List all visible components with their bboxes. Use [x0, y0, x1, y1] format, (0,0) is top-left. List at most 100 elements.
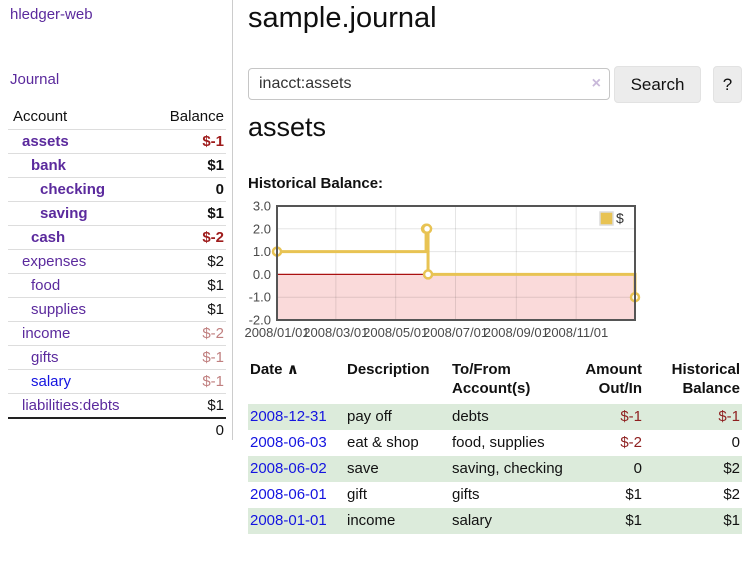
register-header-balance: Historical Balance [671, 361, 740, 397]
transaction-accounts: saving, checking [452, 460, 563, 477]
help-button[interactable]: ? [713, 66, 742, 103]
page-title: sample.journal [248, 2, 437, 34]
accounts-table-header: Account Balance [8, 106, 226, 129]
y-tick-label: -2.0 [249, 313, 271, 328]
legend-swatch [599, 211, 614, 226]
transaction-amount: $1 [625, 512, 642, 529]
brand-link[interactable]: hledger-web [10, 6, 93, 23]
x-tick-label: 2008/05/01 [363, 325, 428, 340]
data-point [422, 269, 434, 280]
y-tick-label: 2.0 [253, 221, 271, 236]
register-header-description: Description [347, 361, 430, 378]
date-header-label: Date [250, 361, 283, 378]
account-link[interactable]: salary [31, 373, 72, 390]
plot-border [276, 205, 636, 321]
register-header-account: To/From Account(s) [452, 361, 531, 397]
historical-balance-chart[interactable]: $3.0 2.0 1.0 0.0 -1.0 -2.0 2008/01/01 2008/03/0… [244, 198, 742, 344]
x-tick-label: 2008/03/01 [303, 325, 368, 340]
account-link[interactable]: bank [31, 157, 67, 174]
transaction-amount: $1 [625, 486, 642, 503]
account-link[interactable]: cash [31, 229, 66, 246]
search-input-wrap: × [248, 68, 610, 100]
chart-legend: $ [598, 210, 631, 228]
account-balance: $1 [207, 397, 224, 414]
account-row: bank $1 [8, 153, 226, 177]
account-row: supplies $1 [8, 297, 226, 321]
transaction-description: save [347, 460, 379, 477]
account-row: saving $1 [8, 201, 226, 225]
transaction-accounts: food, supplies [452, 434, 545, 451]
clear-search-icon[interactable]: × [591, 75, 601, 92]
account-balance: $2 [207, 253, 224, 270]
y-tick-label: 0.0 [253, 267, 271, 282]
chart-canvas[interactable]: $3.0 2.0 1.0 0.0 -1.0 -2.02008/01/012008/03/0… [244, 198, 742, 344]
register-row: 2008-06-02 save saving, checking 0 $2 [248, 456, 742, 482]
chart-title: Historical Balance: [248, 175, 384, 192]
account-balance: $-1 [202, 349, 224, 366]
account-row: checking 0 [8, 177, 226, 201]
accounts-rows: assets $-1 bank $1 checking 0 saving $1 cash $-2 e… [8, 129, 226, 417]
transaction-date-link[interactable]: 2008-06-03 [250, 434, 327, 451]
register-row: 2008-06-03 eat & shop food, supplies $-2 0 [248, 430, 742, 456]
sidebar-item-journal[interactable]: Journal [10, 71, 60, 88]
register-row: 2008-12-31 pay off debts $-1 $-1 [248, 404, 742, 430]
account-balance: $1 [207, 301, 224, 318]
account-link[interactable]: assets [22, 133, 69, 150]
x-tick-label: 2008/11/01 [544, 325, 608, 340]
account-link[interactable]: food [31, 277, 61, 294]
account-link[interactable]: supplies [31, 301, 87, 318]
date-sort-link[interactable]: Date ∧ [250, 361, 299, 378]
transaction-date-link[interactable]: 2008-12-31 [250, 408, 327, 425]
x-tick-label: 2008/07/01 [423, 325, 488, 340]
register-rows: 2008-12-31 pay off debts $-1 $-1 2008-06-03 ea… [248, 404, 742, 534]
account-balance: $-2 [202, 229, 224, 246]
account-row: assets $-1 [8, 129, 226, 153]
search-button[interactable]: Search [614, 66, 701, 103]
account-row: liabilities:debts $1 [8, 393, 226, 417]
transaction-date-link[interactable]: 2008-01-01 [250, 512, 327, 529]
data-point [421, 223, 433, 235]
transaction-description: eat & shop [347, 434, 419, 451]
search-input[interactable] [248, 68, 610, 100]
y-tick-label: 3.0 [253, 199, 271, 214]
account-row: income $-2 [8, 321, 226, 345]
search-form: × Search ? [248, 66, 742, 104]
account-row: salary $-1 [8, 369, 226, 393]
accounts-total-row: 0 [8, 417, 226, 442]
transaction-description: income [347, 512, 396, 529]
account-balance: 0 [215, 181, 224, 198]
transaction-date-link[interactable]: 2008-06-01 [250, 486, 327, 503]
x-tick-label: 2008/09/01 [484, 325, 549, 340]
account-row: gifts $-1 [8, 345, 226, 369]
account-link[interactable]: saving [40, 205, 88, 222]
account-balance: $1 [207, 157, 224, 174]
transaction-accounts: debts [452, 408, 489, 425]
account-balance: $-2 [202, 325, 224, 342]
transaction-description: gift [347, 486, 368, 503]
transaction-balance: 0 [731, 434, 740, 451]
account-link[interactable]: liabilities:debts [22, 397, 120, 414]
transaction-balance: $-1 [718, 408, 740, 425]
transaction-date-link[interactable]: 2008-06-02 [250, 460, 327, 477]
account-link[interactable]: expenses [22, 253, 87, 270]
accounts-table: Account Balance assets $-1 bank $1 checking 0… [8, 106, 226, 442]
transaction-accounts: gifts [452, 486, 480, 503]
transaction-balance: $2 [723, 486, 740, 503]
account-balance: $1 [207, 205, 224, 222]
register-header-amount: Amount Out/In [585, 361, 642, 397]
account-row: expenses $2 [8, 249, 226, 273]
register-row: 2008-01-01 income salary $1 $1 [248, 508, 742, 534]
accounts-header-balance: Balance [169, 108, 224, 125]
account-balance: $-1 [202, 373, 224, 390]
transaction-amount: 0 [633, 460, 642, 477]
section-heading: assets [248, 112, 327, 142]
sidebar: hledger-web Journal Account Balance asse… [0, 0, 233, 440]
register-header-row: Date ∧ Description To/From Account(s) Am… [248, 358, 742, 404]
account-link[interactable]: income [22, 325, 71, 342]
accounts-header-account: Account [13, 108, 68, 125]
register-table: Date ∧ Description To/From Account(s) Am… [248, 358, 742, 534]
account-row: food $1 [8, 273, 226, 297]
transaction-amount: $-2 [620, 434, 642, 451]
account-link[interactable]: checking [40, 181, 106, 198]
account-link[interactable]: gifts [31, 349, 59, 366]
